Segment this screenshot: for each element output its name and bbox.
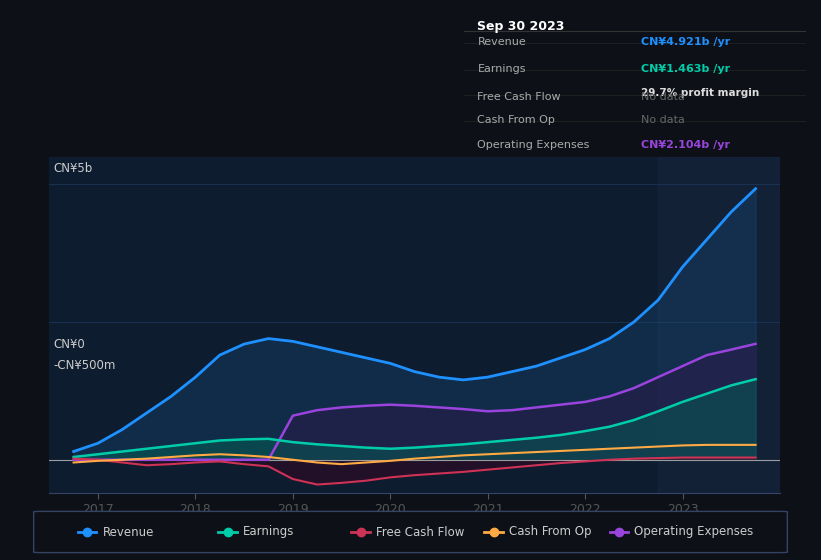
Text: 29.7% profit margin: 29.7% profit margin — [641, 88, 759, 99]
Text: Revenue: Revenue — [478, 36, 526, 46]
Text: Earnings: Earnings — [478, 64, 526, 74]
Text: CN¥1.463b /yr: CN¥1.463b /yr — [641, 64, 730, 74]
Text: No data: No data — [641, 92, 685, 102]
Text: Operating Expenses: Operating Expenses — [478, 140, 589, 150]
Text: Cash From Op: Cash From Op — [509, 525, 591, 539]
Text: Free Cash Flow: Free Cash Flow — [376, 525, 464, 539]
Text: Revenue: Revenue — [103, 525, 154, 539]
Text: Cash From Op: Cash From Op — [478, 115, 555, 125]
Text: CN¥0: CN¥0 — [53, 338, 85, 352]
Text: Earnings: Earnings — [243, 525, 294, 539]
Text: Operating Expenses: Operating Expenses — [635, 525, 754, 539]
Text: CN¥5b: CN¥5b — [53, 162, 92, 175]
Bar — [658, 157, 780, 493]
FancyBboxPatch shape — [34, 511, 787, 553]
Text: CN¥2.104b /yr: CN¥2.104b /yr — [641, 140, 730, 150]
Text: Free Cash Flow: Free Cash Flow — [478, 92, 561, 102]
Text: Sep 30 2023: Sep 30 2023 — [478, 20, 565, 33]
Text: CN¥4.921b /yr: CN¥4.921b /yr — [641, 36, 731, 46]
Text: No data: No data — [641, 115, 685, 125]
Text: -CN¥500m: -CN¥500m — [53, 358, 115, 372]
